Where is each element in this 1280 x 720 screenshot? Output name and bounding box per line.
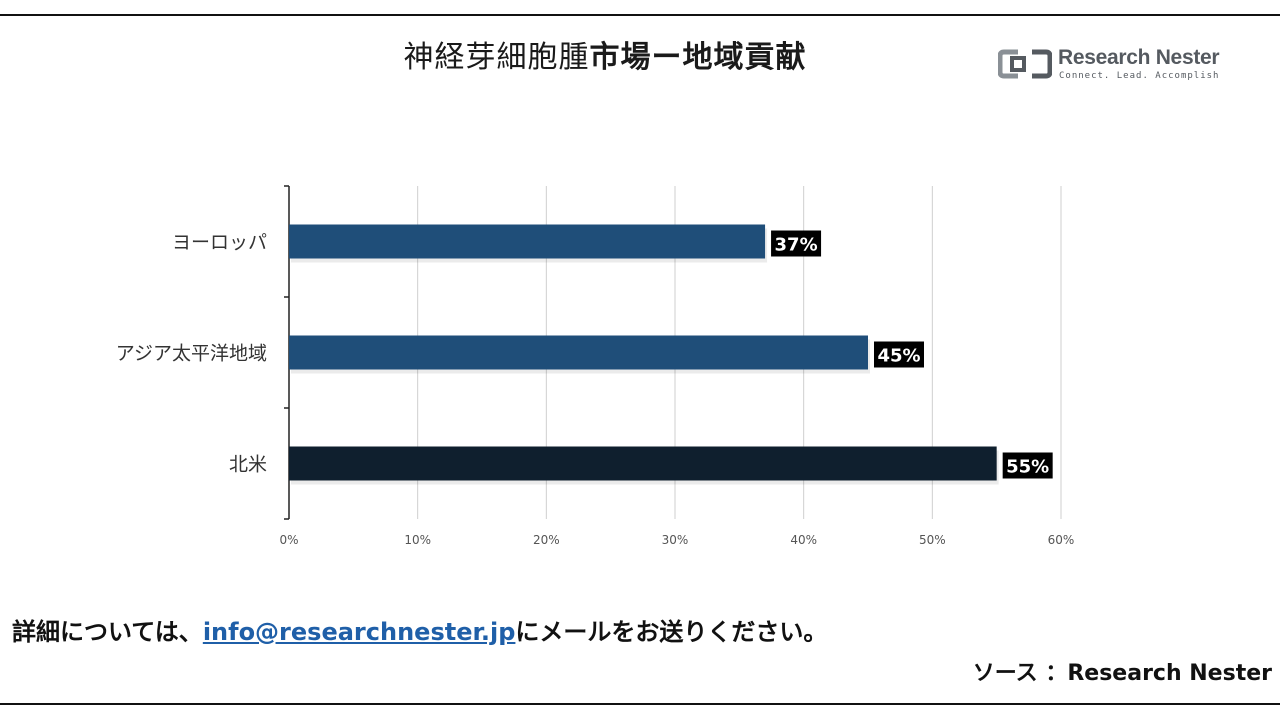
brand-logo: Research Nester Connect. Lead. Accomplis… [998, 46, 1228, 86]
category-label: アジア太平洋地域 [116, 343, 267, 365]
category-label: 北米 [229, 454, 267, 476]
x-tick-label: 50% [919, 533, 946, 547]
x-tick-label: 60% [1048, 533, 1075, 547]
category-label: ヨーロッパ [172, 232, 267, 254]
bottom-border [0, 703, 1280, 705]
x-tick-label: 30% [662, 533, 689, 547]
title-normal: 神経芽細胞腫 [403, 40, 590, 75]
bar [289, 224, 766, 259]
contact-note-prefix: 詳細については、 [12, 618, 203, 646]
chart-title: 神経芽細胞腫市場ー地域貢献 [0, 32, 1210, 76]
logo-name: Research Nester [1058, 46, 1220, 69]
contact-note-suffix: にメールをお送りください。 [515, 618, 828, 646]
data-label-bg [874, 341, 924, 368]
bar [289, 446, 997, 481]
data-label-bg [1002, 452, 1053, 479]
data-label: 37% [775, 235, 818, 256]
email-link[interactable]: info@researchnester.jp [202, 618, 516, 646]
x-tick-label: 10% [404, 533, 431, 547]
x-tick-label: 0% [279, 533, 298, 547]
data-label: 55% [1006, 457, 1049, 478]
contact-note: 詳細については、info@researchnester.jpにメールをお送りくだ… [12, 612, 827, 647]
logo-tagline: Connect. Lead. Accomplish [1059, 71, 1220, 81]
x-tick-label: 40% [790, 533, 817, 547]
data-label-bg [771, 230, 822, 257]
bar [289, 335, 868, 370]
source-credit: ソース ：Research Nester [972, 661, 1272, 686]
title-bold: 市場ー地域貢献 [589, 40, 807, 75]
top-border [0, 14, 1280, 16]
x-tick-label: 20% [533, 533, 560, 547]
data-label: 45% [877, 346, 920, 367]
research-nester-logo-icon [998, 49, 1052, 79]
